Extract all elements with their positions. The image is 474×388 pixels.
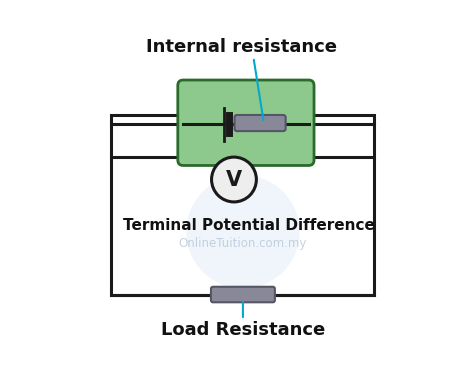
Text: Load Resistance: Load Resistance (161, 321, 325, 340)
Text: OnlineTuition.com.my: OnlineTuition.com.my (179, 237, 307, 250)
Bar (111, 115, 374, 294)
Text: Internal resistance: Internal resistance (146, 38, 337, 55)
Circle shape (211, 157, 256, 202)
FancyBboxPatch shape (178, 80, 314, 165)
Ellipse shape (186, 175, 300, 289)
FancyBboxPatch shape (235, 115, 286, 131)
Text: Terminal Potential Difference: Terminal Potential Difference (123, 218, 375, 233)
FancyBboxPatch shape (211, 287, 275, 302)
Text: V: V (226, 170, 242, 189)
